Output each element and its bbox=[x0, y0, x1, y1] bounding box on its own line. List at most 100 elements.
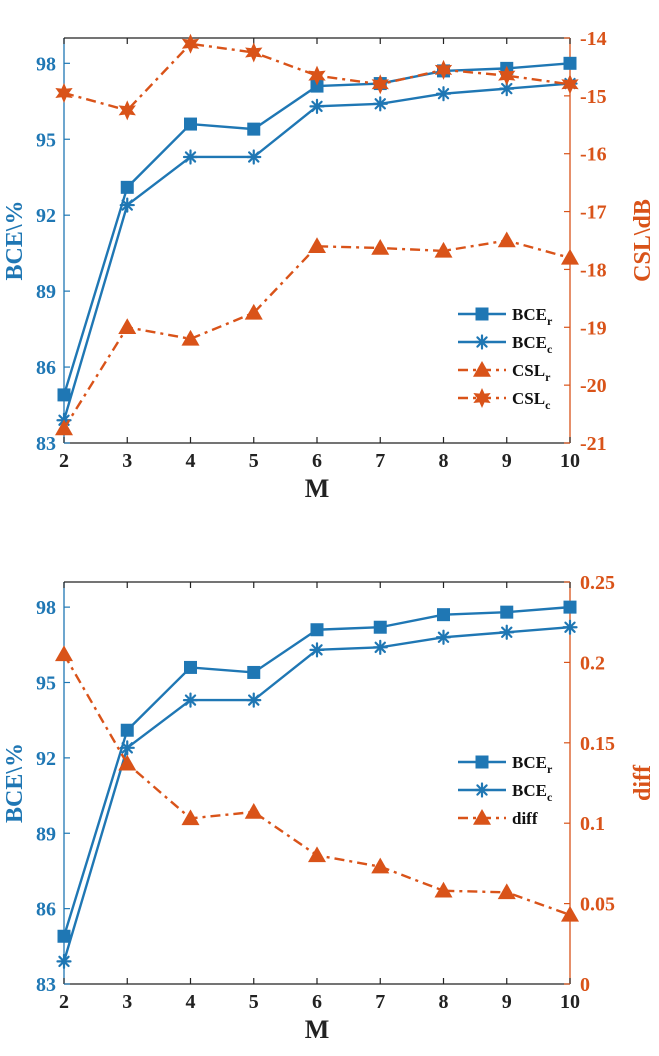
y-tick-label-left: 89 bbox=[36, 823, 56, 845]
x-tick-label: 3 bbox=[122, 991, 132, 1013]
y-tick-label-left: 98 bbox=[36, 597, 56, 619]
y-tick-label-right: -16 bbox=[580, 144, 607, 166]
y-tick-label-right: -20 bbox=[580, 375, 607, 397]
data-point bbox=[120, 723, 134, 737]
y-tick-label-right: -15 bbox=[580, 86, 607, 108]
data-point bbox=[244, 802, 263, 819]
data-point bbox=[184, 117, 197, 131]
data-point bbox=[118, 754, 137, 771]
data-point bbox=[247, 122, 261, 136]
data-point bbox=[500, 605, 514, 619]
x-axis-label: M bbox=[305, 1015, 330, 1044]
legend-marker bbox=[473, 809, 491, 825]
x-tick-label: 7 bbox=[375, 991, 385, 1013]
y-tick-label-left: 95 bbox=[36, 129, 56, 151]
x-tick-label: 6 bbox=[312, 450, 322, 472]
data-point bbox=[56, 953, 72, 969]
series-line-csl-c bbox=[63, 42, 571, 112]
data-point bbox=[57, 929, 71, 943]
data-point bbox=[563, 600, 577, 614]
y-axis-label-left: BCE\% bbox=[2, 743, 28, 823]
data-point bbox=[434, 241, 453, 258]
chart-bce-csl: 2 3 4 5 6 7 8 9 10838689929598-21-20-19-18-17-16… bbox=[2, 28, 656, 503]
data-point bbox=[182, 149, 199, 165]
data-point bbox=[181, 33, 200, 54]
y-axis-label-right: diff bbox=[630, 764, 656, 801]
x-tick-label: 8 bbox=[439, 991, 449, 1013]
data-point bbox=[55, 645, 73, 662]
data-point bbox=[561, 248, 579, 265]
chart-bce-diff: 2 3 4 5 6 7 8 9 1083868992959800.050.10.150.20.2… bbox=[2, 572, 656, 1044]
data-point bbox=[371, 857, 390, 874]
y-tick-label-right: 0.25 bbox=[580, 572, 615, 594]
x-tick-label: 2 bbox=[59, 991, 69, 1013]
data-point bbox=[371, 74, 389, 95]
data-point bbox=[437, 608, 450, 622]
x-tick-label: 5 bbox=[249, 991, 259, 1013]
y-tick-label-right: 0.05 bbox=[580, 894, 615, 916]
x-tick-label: 9 bbox=[502, 991, 512, 1013]
data-point bbox=[309, 642, 325, 658]
x-tick-label: 7 bbox=[375, 450, 385, 472]
x-tick-label: 6 bbox=[312, 991, 322, 1013]
data-point bbox=[184, 660, 197, 674]
y-tick-label-left: 86 bbox=[36, 899, 56, 921]
y-tick-label-left: 92 bbox=[36, 748, 56, 770]
data-point bbox=[182, 692, 199, 708]
x-tick-label: 4 bbox=[186, 450, 196, 472]
y-tick-label-right: -21 bbox=[580, 433, 607, 455]
x-tick-label: 9 bbox=[502, 450, 512, 472]
x-tick-label: 4 bbox=[186, 991, 196, 1013]
series-line-csl-r bbox=[62, 239, 571, 430]
x-tick-label: 10 bbox=[560, 991, 580, 1013]
y-tick-label-right: -19 bbox=[580, 317, 607, 339]
data-point bbox=[309, 98, 325, 114]
data-point bbox=[434, 59, 453, 80]
y-tick-label-left: 83 bbox=[36, 974, 56, 996]
data-point bbox=[246, 149, 262, 165]
y-tick-label-left: 95 bbox=[36, 673, 56, 695]
data-point bbox=[120, 180, 134, 194]
data-point bbox=[497, 231, 516, 248]
series-line-diff bbox=[62, 653, 571, 916]
y-tick-label-right: 0.15 bbox=[580, 733, 615, 755]
legend-marker bbox=[473, 361, 491, 377]
data-point bbox=[181, 329, 200, 346]
data-point bbox=[119, 740, 135, 756]
y-tick-label-right: 0.1 bbox=[580, 813, 605, 835]
x-tick-label: 5 bbox=[249, 450, 259, 472]
data-point bbox=[246, 692, 262, 708]
legend-marker bbox=[473, 388, 491, 408]
legend-label: BCEc bbox=[512, 333, 553, 356]
data-point bbox=[55, 419, 73, 436]
data-point bbox=[118, 100, 136, 121]
legend-label: diff bbox=[512, 809, 538, 828]
legend-marker bbox=[475, 755, 489, 769]
y-axis-label-left: BCE\% bbox=[2, 200, 28, 280]
y-tick-label-left: 89 bbox=[36, 281, 56, 303]
data-point bbox=[308, 237, 326, 254]
data-point bbox=[310, 79, 324, 93]
data-point bbox=[181, 809, 200, 826]
data-point bbox=[561, 74, 579, 95]
legend-label: BCEr bbox=[512, 305, 553, 328]
data-point bbox=[435, 86, 452, 102]
y-tick-label-right: -17 bbox=[580, 202, 607, 224]
y-tick-label-right: 0.2 bbox=[580, 652, 605, 674]
data-point bbox=[435, 629, 452, 645]
legend-marker bbox=[475, 307, 489, 321]
x-tick-label: 3 bbox=[122, 450, 132, 472]
data-point bbox=[497, 883, 516, 900]
x-tick-label: 10 bbox=[560, 450, 580, 472]
y-tick-label-left: 86 bbox=[36, 357, 56, 379]
data-point bbox=[247, 665, 261, 679]
x-tick-label: 8 bbox=[439, 450, 449, 472]
data-point bbox=[118, 318, 137, 335]
data-point bbox=[245, 42, 263, 63]
data-point bbox=[372, 639, 388, 655]
legend-label: BCEr bbox=[512, 753, 553, 776]
y-tick-label-left: 98 bbox=[36, 53, 56, 75]
legend-marker bbox=[474, 782, 490, 798]
data-point bbox=[499, 624, 515, 640]
